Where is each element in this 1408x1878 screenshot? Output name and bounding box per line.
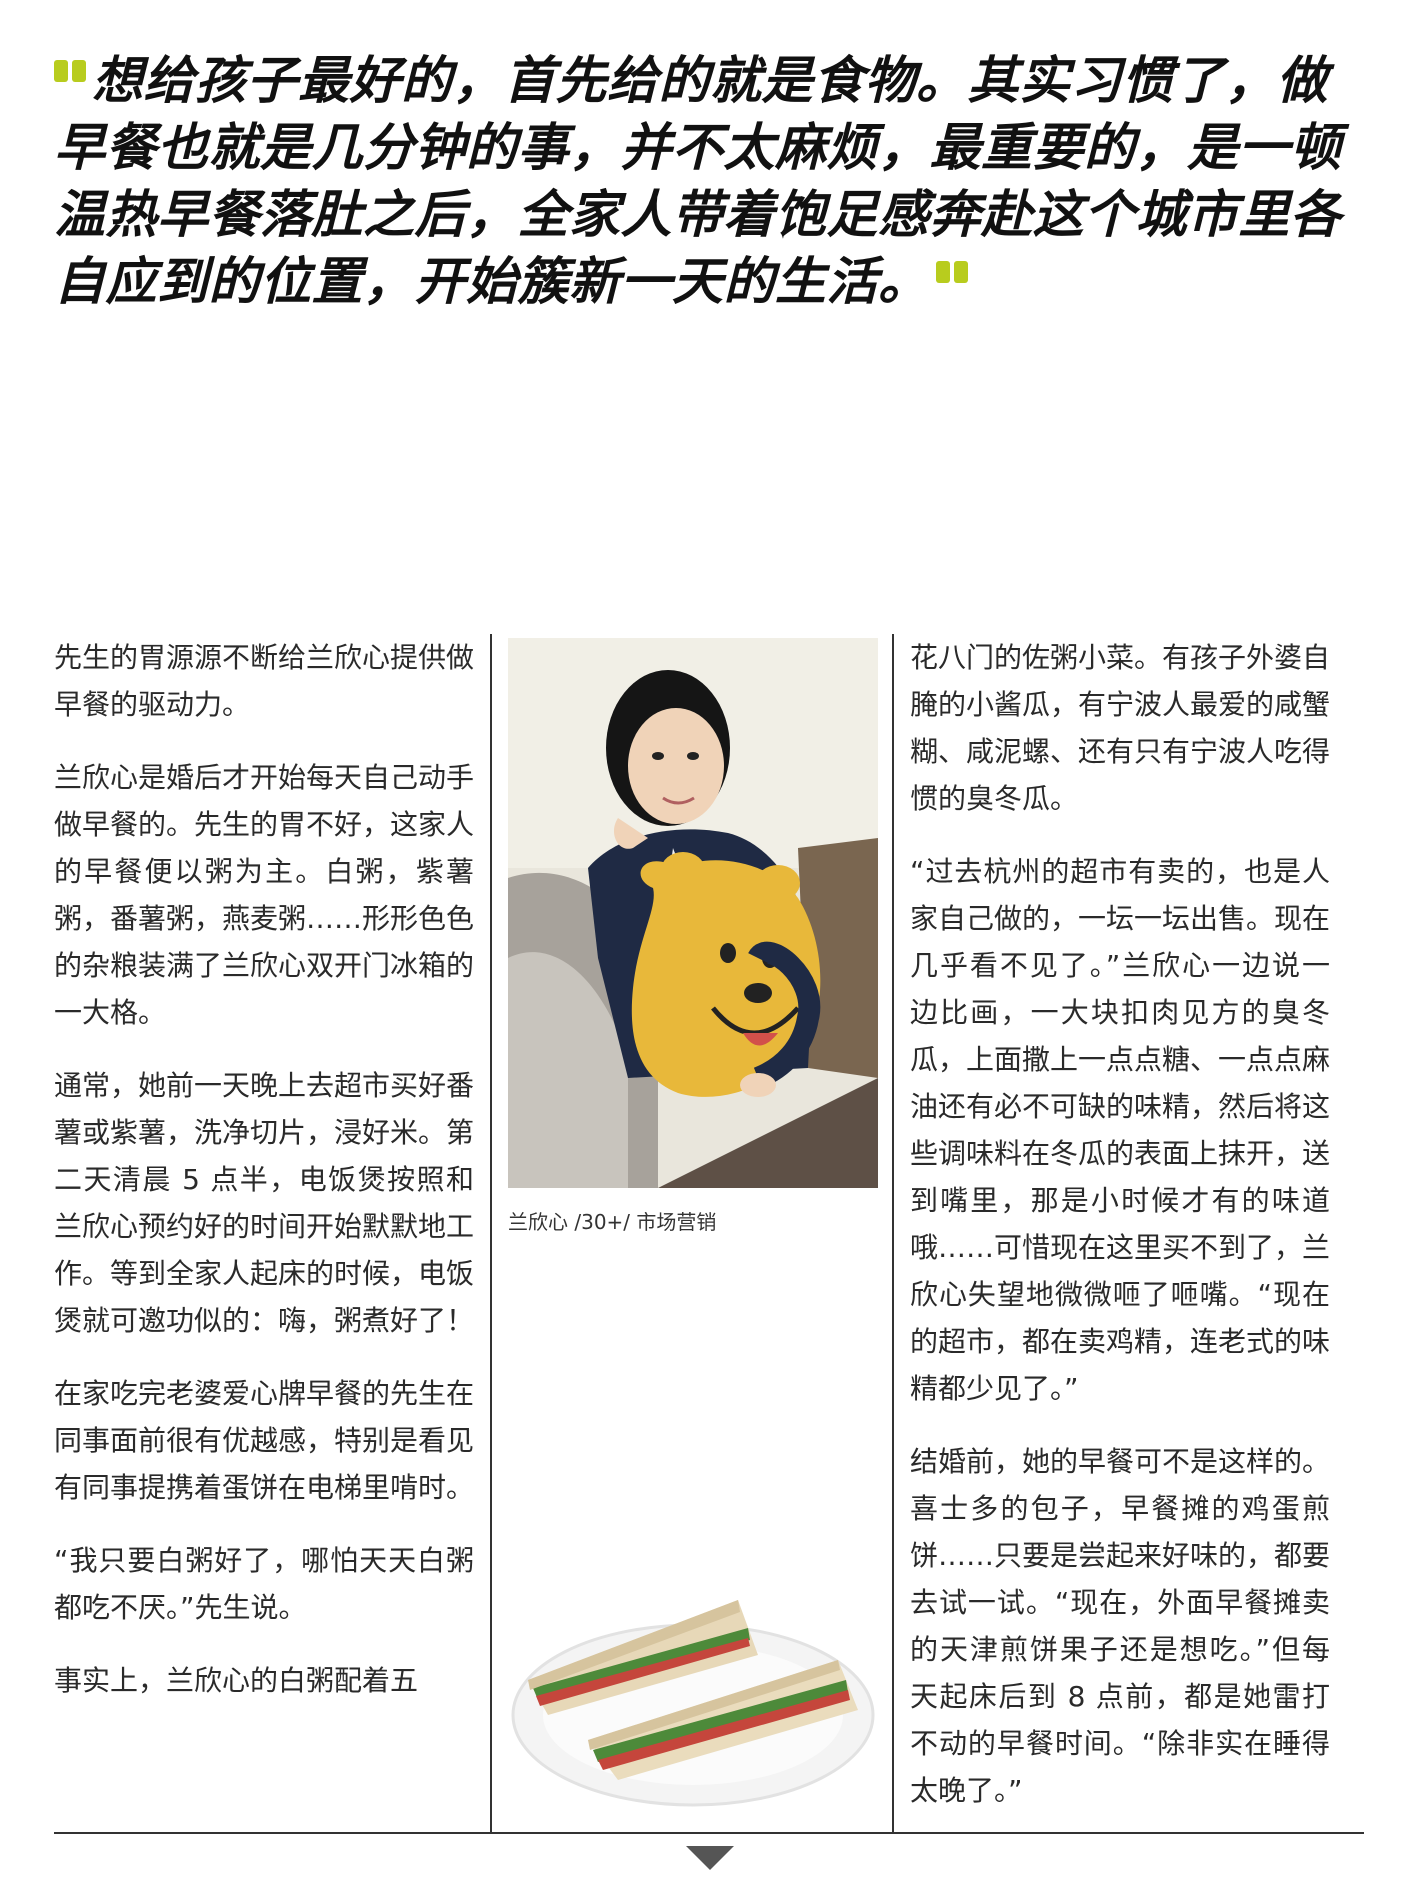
bottom-rule <box>54 1832 1364 1834</box>
pull-quote-block: 想给孩子最好的，首先给的就是食物。其实习惯了，做早餐也就是几分钟的事，并不太麻烦… <box>54 48 1364 316</box>
paragraph: 事实上，兰欣心的白粥配着五 <box>54 1664 419 1697</box>
paragraph: 花八门的佐粥小菜。有孩子外婆自腌的小酱瓜，有宁波人最爱的咸蟹糊、咸泥螺、还有只有… <box>910 641 1331 815</box>
sandwich-photo <box>508 1540 878 1810</box>
paragraph: 在家吃完老婆爱心牌早餐的先生在同事面前很有优越感，特别是看见有同事提携着蛋饼在电… <box>54 1377 475 1504</box>
column-divider <box>490 634 492 1834</box>
paragraph: “过去杭州的超市有卖的，也是人家自己做的，一坛一坛出售。现在几乎看不见了。”兰欣… <box>910 855 1331 1405</box>
paragraph: 结婚前，她的早餐可不是这样的。喜士多的包子，早餐摊的鸡蛋煎饼……只要是尝起来好味… <box>910 1445 1331 1807</box>
pull-quote-text: 想给孩子最好的，首先给的就是食物。其实习惯了，做早餐也就是几分钟的事，并不太麻烦… <box>54 51 1342 312</box>
article-column-3: 花八门的佐粥小菜。有孩子外婆自腌的小酱瓜，有宁波人最爱的咸蟹糊、咸泥螺、还有只有… <box>910 634 1330 1840</box>
paragraph: 先生的胃源源不断给兰欣心提供做早餐的驱动力。 <box>54 641 475 721</box>
paragraph: 通常，她前一天晚上去超市买好番薯或紫薯，洗净切片，浸好米。第二天清晨 5 点半，… <box>54 1069 475 1337</box>
portrait-photo <box>508 638 878 1188</box>
column-divider <box>892 634 894 1834</box>
paragraph: “我只要白粥好了，哪怕天天白粥都吃不厌。”先生说。 <box>54 1544 474 1624</box>
article-column-1: 先生的胃源源不断给兰欣心提供做早餐的驱动力。 兰欣心是婚后才开始每天自己动手做早… <box>54 634 474 1730</box>
open-quote-icon <box>54 60 86 82</box>
photo-caption: 兰欣心 /30+/ 市场营销 <box>508 1210 717 1234</box>
close-quote-icon <box>935 261 968 283</box>
continue-arrow-icon <box>686 1846 734 1870</box>
pull-quote: 想给孩子最好的，首先给的就是食物。其实习惯了，做早餐也就是几分钟的事，并不太麻烦… <box>54 48 1364 316</box>
paragraph: 兰欣心是婚后才开始每天自己动手做早餐的。先生的胃不好，这家人的早餐便以粥为主。白… <box>54 761 475 1029</box>
